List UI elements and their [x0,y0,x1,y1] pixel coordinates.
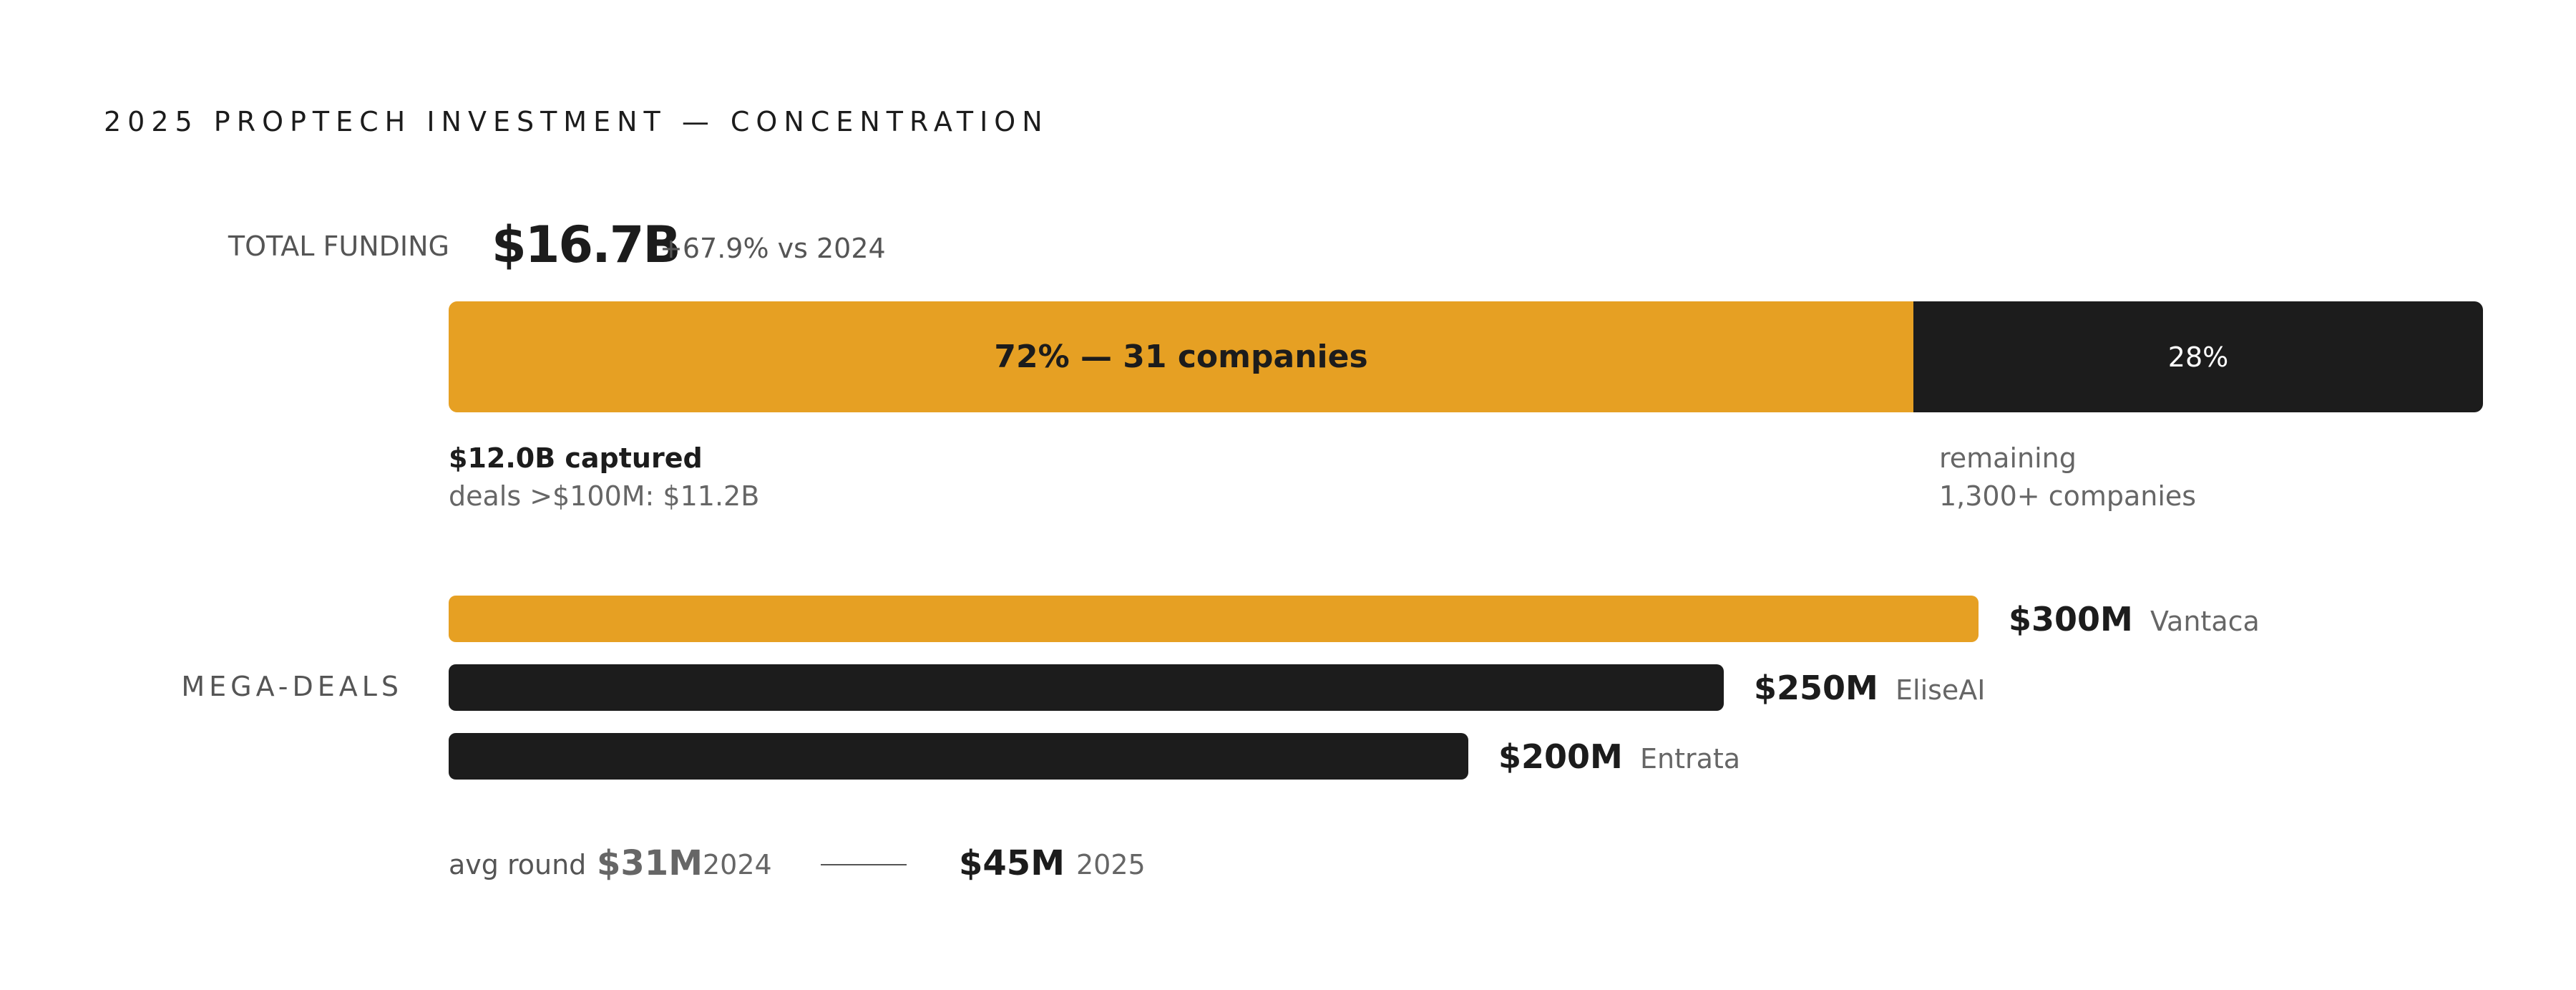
captured-subtext: deals >$100M: $11.2B [449,480,760,512]
mega-deal-value: $250M [1754,669,1878,707]
avg-round-label: avg round [449,849,587,880]
total-funding-label: TOTAL FUNDING [228,230,449,262]
total-funding-value: $16.7B [492,215,681,274]
mega-deal-bar [449,733,1468,780]
avg-round-2024-year: 2024 [703,849,772,880]
mega-deal-value: $200M [1498,737,1623,776]
mega-deal-company: EliseAI [1896,674,1986,706]
mega-deals-label: MEGA-DEALS [181,671,403,702]
mega-deal-company: Entrata [1640,743,1741,775]
mega-deal-value: $300M [2009,600,2133,639]
avg-round-2024-value: $31M [597,843,703,883]
concentration-rest-segment: 28% [1913,301,2483,412]
mega-deal-company: Vantaca [2150,606,2260,637]
concentration-bar: 72% — 31 companies 28% [449,301,2483,412]
avg-round-connector [821,864,907,865]
segment-label: 28% [2167,341,2229,373]
captured-amount: $12.0B captured [449,442,703,474]
avg-round-2025-value: $45M [959,843,1065,883]
total-funding-change: +67.9% vs 2024 [660,233,886,264]
chart-title: 2025 PROPTECH INVESTMENT — CONCENTRATION [104,106,1049,137]
concentration-top-segment: 72% — 31 companies [449,301,1913,412]
remaining-label: remaining [1939,442,2077,474]
remaining-subtext: 1,300+ companies [1939,480,2197,512]
segment-label: 72% — 31 companies [994,339,1368,375]
avg-round-2025-year: 2025 [1076,849,1146,880]
mega-deal-bar [449,664,1724,711]
mega-deal-bar [449,596,1979,642]
